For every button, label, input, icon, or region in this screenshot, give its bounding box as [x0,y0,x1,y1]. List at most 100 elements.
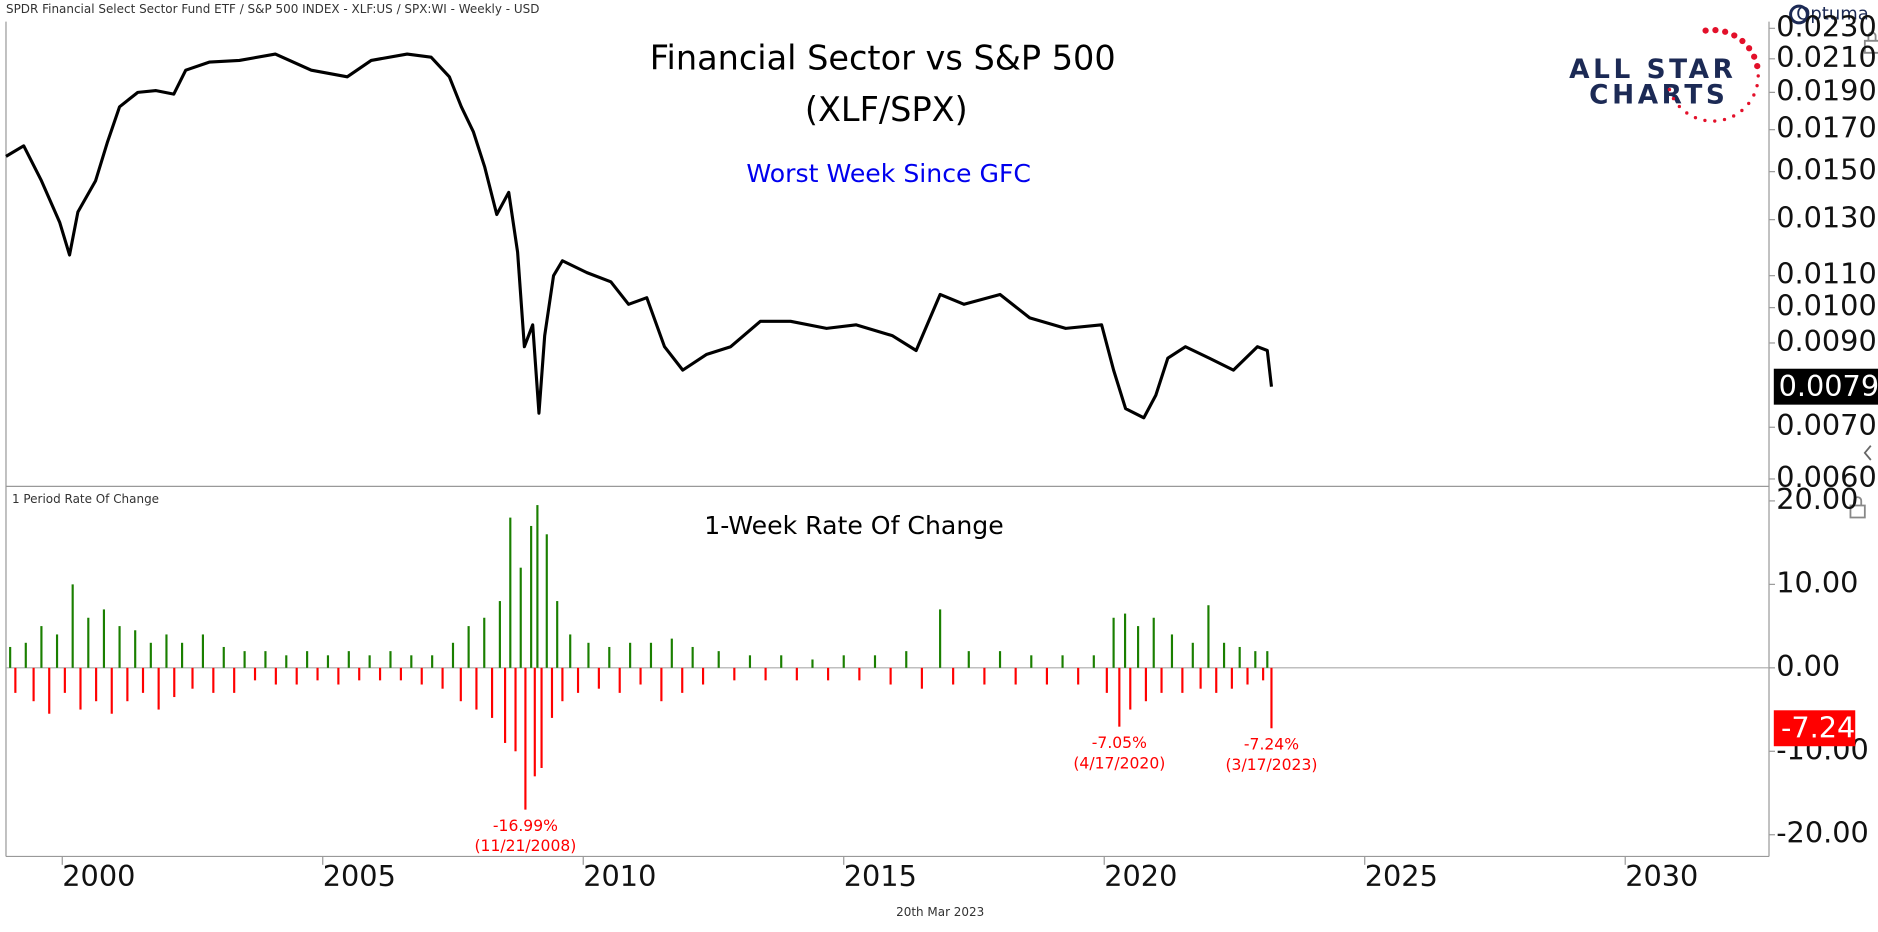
bar [389,651,392,668]
bar [295,667,298,685]
bar [1129,667,1132,710]
bar [998,651,1002,668]
bar [569,634,572,668]
bar [795,667,798,681]
bar [222,646,225,668]
chart-title: 1-Week Rate Of Change [704,511,1003,540]
bar [1144,667,1147,702]
bar [1230,667,1233,689]
logo-star [1702,27,1709,34]
bar [536,505,539,668]
bar [660,667,663,702]
last-value-box [1773,710,1856,747]
bar [1262,667,1265,681]
annotation: Worst Week Since GFC [746,159,1031,188]
bar [134,630,137,668]
bar [545,534,548,668]
y-tick-label: -20.00 [1776,816,1869,850]
bar [649,642,653,668]
bar [141,667,145,693]
logo-star [1746,45,1753,52]
y-tick-label: 0.0070 [1776,408,1877,442]
bar [264,651,267,668]
y-tick-label: 0.0170 [1776,111,1877,145]
bar [483,617,486,668]
logo-star [1712,27,1719,34]
bar [597,667,600,689]
logo-star [1755,83,1759,88]
chart-title: Financial Sector vs S&P 500 [650,38,1116,77]
logo-star [1722,28,1729,35]
lock-icon[interactable] [1849,496,1866,519]
logo-star [1754,62,1761,70]
x-tick-label: 2025 [1365,859,1438,893]
logo-star [1731,32,1738,39]
bar [410,655,413,668]
y-tick-label: 0.00 [1776,649,1840,683]
collapse-arrow[interactable] [1863,445,1872,461]
bar [316,667,319,681]
logo-star [1685,111,1689,115]
bar [1118,667,1121,727]
bar [530,525,533,668]
x-tick-label: 2000 [62,859,135,893]
annotation-date: (11/21/2008) [474,837,576,855]
x-tick-label: 2015 [844,859,917,893]
y-tick-label: 0.0110 [1776,257,1877,291]
bar [368,655,371,668]
bar [556,601,559,668]
logo-star [1740,108,1744,113]
bar [681,667,684,693]
last-value-label: -7.24 [1781,710,1855,744]
bar [63,667,66,693]
bar [1061,655,1064,668]
annotation-date: (3/17/2023) [1225,756,1317,774]
y-tick-label: 0.0060 [1776,460,1877,494]
bar [191,667,194,689]
bar [40,626,43,668]
bar [509,517,512,668]
y-tick-label: 0.0090 [1776,324,1877,358]
bar [71,584,74,668]
bar [1112,617,1115,668]
bar [24,642,27,668]
logo-star [1739,37,1746,45]
lock-icon[interactable] [1863,31,1878,54]
annotation-value: -16.99% [493,817,558,835]
bar [126,667,129,702]
bar [95,667,98,702]
bar [873,655,877,668]
x-tick-label: 2010 [583,859,656,893]
y-tick-label: 0.0130 [1776,201,1877,235]
logo-star [1752,93,1756,97]
x-tick-label: 2005 [323,859,396,893]
bar [110,667,113,714]
logo-star [1747,101,1751,106]
bar [561,667,564,702]
bar [983,667,986,685]
bar [1105,667,1108,693]
bar [524,667,527,810]
chart-root: SPDR Financial Select Sector Fund ETF / … [5,2,1878,919]
bar [358,667,361,681]
bar [102,609,106,668]
bar [533,667,536,777]
bar [48,667,51,714]
bar [285,655,288,668]
bar [691,646,694,668]
bar [1137,626,1140,668]
y-tick-label: 0.0190 [1776,73,1877,107]
bar [274,667,277,685]
logo-stars [1667,27,1761,123]
bar [1045,667,1048,685]
chart-subtitle: (XLF/SPX) [805,90,968,129]
footer-date: 20th Mar 2023 [896,905,984,919]
last-value-label: 0.0079 [1779,369,1878,403]
bar [451,642,455,668]
bar [608,646,611,668]
y-tick-label: 0.0100 [1776,289,1877,323]
bar [32,667,35,702]
logo-line: CHARTS [1589,80,1728,110]
bar [514,667,517,752]
